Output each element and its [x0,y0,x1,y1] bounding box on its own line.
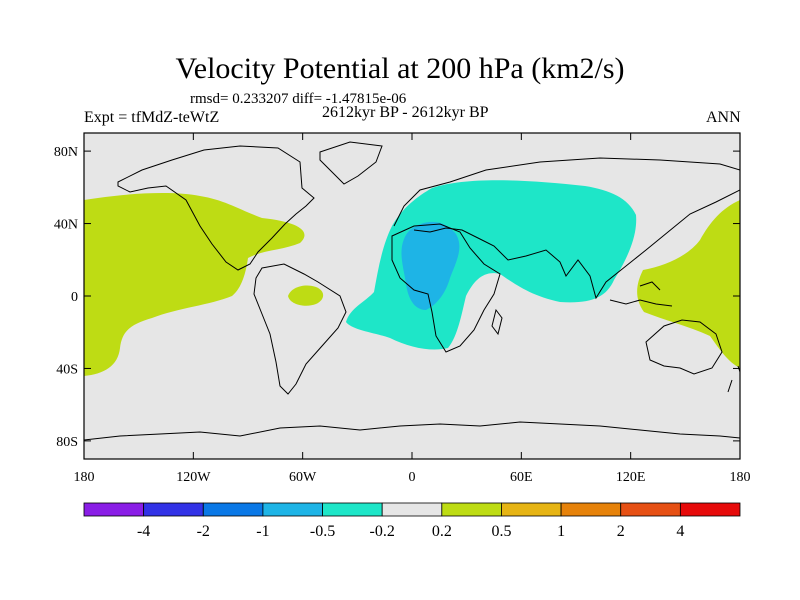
colorbar-swatch [262,502,323,517]
colorbar-swatch [620,502,681,517]
map-field [84,133,740,459]
x-axis: 180 120W 60W 0 60E 120E 180 [74,133,751,485]
colorbar-label: -2 [197,523,210,540]
coastline-north-america [117,145,315,271]
colorbar-label: 0.5 [491,523,511,540]
colorbar-label: 0.2 [432,523,452,540]
colorbar-swatch [560,502,622,517]
colorbar-label: 2 [617,523,625,540]
y-tick-label: 80S [56,435,78,450]
y-axis: 80N 40N 0 40S 80S [54,145,740,450]
x-tick-label: 0 [409,470,416,485]
rmsd-diff-stats: rmsd= 0.233207 diff= -1.47815e-06 [190,91,407,107]
colorbar-label: -0.2 [370,523,395,540]
x-tick-label: 180 [730,470,751,485]
colorbar-swatch [143,502,204,517]
coastline-greenland [319,141,383,185]
colorbar-swatch [441,502,502,517]
colorbar-swatch [381,502,443,517]
colorbar-label: 1 [557,523,565,540]
coastline-south-america [253,263,347,395]
colorbar-label: -4 [137,523,150,540]
coastline-antarctica [84,421,740,441]
y-tick-label: 80N [54,145,78,160]
y-tick-label: 40S [56,362,78,377]
coastline-eurasia [393,157,740,300]
x-tick-label: 120E [616,470,646,485]
season-label: ANN [706,109,741,126]
coastline-indonesia [609,281,673,307]
contour-region-pacific-east [84,193,305,376]
colorbar-label: -1 [256,523,269,540]
x-tick-label: 180 [74,470,95,485]
coastline-madagascar [491,308,503,336]
chart-title: Velocity Potential at 200 hPa (km2/s) [175,52,625,85]
colorbar-swatch [501,502,562,517]
experiment-label: Expt = tfMdZ-teWtZ [84,109,220,126]
colorbar: -4 -2 -1 -0.5 -0.2 0.2 0.5 1 2 4 [83,502,741,540]
x-tick-label: 60E [510,470,533,485]
x-tick-label: 120W [176,470,211,485]
contour-region-west-pacific [637,200,740,368]
colorbar-label: -0.5 [310,523,335,540]
coastline-africa [391,223,501,353]
x-tick-label: 60W [289,470,317,485]
period-label: 2612kyr BP - 2612kyr BP [322,104,489,121]
y-tick-label: 0 [71,290,78,305]
colorbar-swatch [83,502,145,517]
colorbar-label: 4 [676,523,684,540]
contour-region-west-africa [401,221,460,310]
contour-region-atlantic-small [288,285,324,306]
colorbar-swatch [322,502,383,517]
colorbar-swatch [679,502,741,517]
coastline-australia [645,319,723,375]
coastlines [84,141,740,441]
y-tick-label: 40N [54,218,78,233]
colorbar-swatch [202,502,264,517]
